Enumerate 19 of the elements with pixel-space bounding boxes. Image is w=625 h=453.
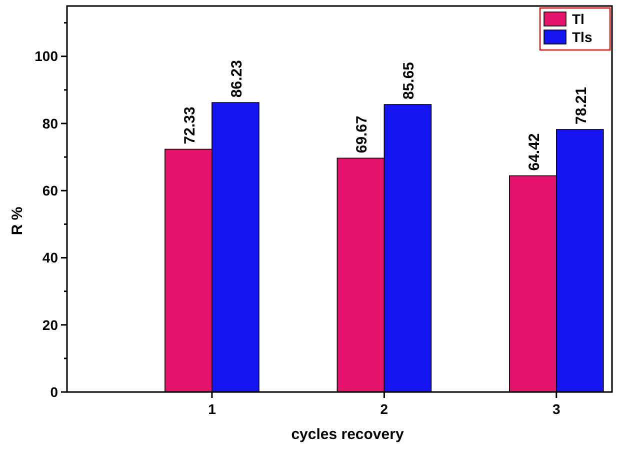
y-tick-label: 40 <box>42 250 58 266</box>
y-tick-label: 60 <box>42 182 58 199</box>
y-tick-label: 20 <box>42 316 58 333</box>
legend-label: Tls <box>572 28 592 45</box>
y-tick-label: 0 <box>50 384 58 400</box>
x-tick-label: 2 <box>380 401 388 417</box>
data-label: 78.21 <box>572 86 590 124</box>
y-tick-label: 80 <box>42 115 58 132</box>
data-label: 64.42 <box>526 133 543 171</box>
y-axis-title: R % <box>9 206 26 236</box>
y-tick-label: 100 <box>34 48 58 64</box>
legend-label: Tl <box>572 10 584 27</box>
data-label: 86.23 <box>228 60 246 98</box>
data-label: 69.67 <box>354 116 371 154</box>
x-tick-label: 3 <box>552 401 561 417</box>
data-label: 85.65 <box>400 62 418 100</box>
data-label: 72.33 <box>181 106 198 144</box>
x-tick-label: 1 <box>208 401 216 417</box>
x-axis-title: cycles recovery <box>291 426 404 443</box>
